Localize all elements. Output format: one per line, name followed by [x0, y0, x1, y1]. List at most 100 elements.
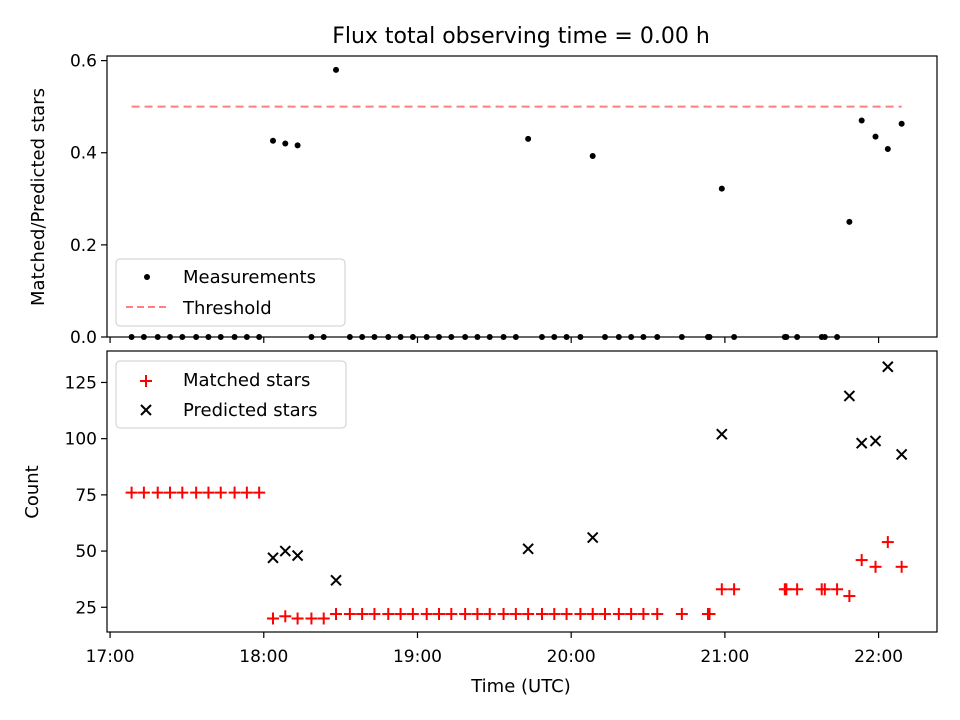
- matched-star-point: [176, 486, 189, 499]
- matched-star-point: [214, 486, 227, 499]
- top-ytick-label: 0.6: [70, 52, 97, 72]
- predicted-star-point: [882, 361, 894, 373]
- matched-star-point: [202, 486, 215, 499]
- predicted-star-point: [330, 574, 342, 587]
- legend-predicted-label: Predicted stars: [183, 400, 317, 421]
- bottom-legend: Matched stars Predicted stars: [115, 360, 347, 429]
- legend-matched-marker: [140, 375, 152, 387]
- bottom-ytick-label: 50: [75, 542, 97, 562]
- measurement-point: [846, 218, 853, 225]
- matched-star-point: [420, 608, 433, 621]
- matched-star-point: [651, 608, 664, 621]
- matched-star-point: [394, 608, 407, 621]
- top-legend: Measurements Threshold: [115, 258, 346, 327]
- predicted-star-point: [267, 552, 279, 564]
- measurement-point: [333, 66, 340, 73]
- legend-measurements-label: Measurements: [183, 267, 316, 288]
- legend-predicted-marker: [140, 404, 152, 416]
- bottom-ylabel: Count: [22, 465, 43, 518]
- measurement-point: [898, 120, 905, 127]
- matched-star-point: [459, 608, 472, 621]
- matched-star-point: [164, 486, 177, 499]
- matched-star-point: [895, 560, 908, 573]
- matched-star-point: [267, 612, 279, 625]
- matched-star-point: [368, 608, 381, 621]
- matched-star-point: [637, 608, 650, 621]
- top-panel: 0.0 0.2 0.4 0.6 Matched/Predicted stars Mea…: [28, 52, 938, 348]
- measurement-point: [525, 135, 532, 142]
- bottom-axes-frame: [106, 350, 938, 633]
- top-ytick-label: 0.0: [70, 328, 97, 348]
- predicted-star-point: [291, 549, 304, 562]
- matched-star-point: [780, 583, 793, 596]
- bottom-xlabel: Time (UTC): [470, 676, 571, 697]
- bottom-xtick-label: 18:00: [239, 647, 288, 667]
- chart-title: Flux total observing time = 0.00 h: [332, 24, 710, 49]
- matched-star-point: [483, 608, 496, 621]
- matched-star-point: [305, 612, 318, 625]
- measurement-point: [858, 117, 865, 124]
- matched-star-point: [560, 608, 573, 621]
- matched-star-point: [831, 583, 844, 596]
- matched-star-point: [406, 608, 419, 621]
- matched-star-point: [535, 608, 548, 621]
- matched-star-point: [625, 608, 638, 621]
- matched-star-point: [356, 608, 369, 621]
- legend-measurements-marker: [144, 274, 150, 280]
- measurement-point: [718, 185, 725, 192]
- matched-star-point: [151, 486, 164, 499]
- bottom-ytick-label: 25: [75, 598, 97, 618]
- matched-star-point: [125, 486, 138, 499]
- top-ytick-label: 0.2: [70, 236, 97, 256]
- legend-matched-label: Matched stars: [183, 370, 310, 391]
- predicted-star-point: [855, 437, 868, 449]
- matched-star-point: [855, 554, 868, 567]
- predicted-star-point: [716, 428, 728, 440]
- measurement-point: [589, 152, 596, 159]
- matched-star-point: [279, 610, 292, 623]
- matched-star-point: [291, 612, 304, 625]
- matched-star-point: [228, 486, 241, 499]
- matched-star-point: [881, 536, 894, 549]
- measurement-point: [294, 142, 301, 149]
- predicted-star-point: [279, 545, 292, 557]
- matched-star-point: [190, 486, 203, 499]
- matched-star-point: [317, 612, 330, 625]
- matched-star-point: [791, 583, 804, 596]
- matched-star-point: [433, 608, 445, 621]
- measurement-point: [884, 146, 891, 153]
- top-ytick-label: 0.4: [70, 144, 97, 164]
- matched-star-point: [612, 608, 625, 621]
- matched-star-point: [586, 608, 599, 621]
- matched-star-point: [382, 608, 395, 621]
- bottom-xtick-label: 21:00: [700, 647, 749, 667]
- matched-star-point: [137, 486, 150, 499]
- bottom-xtick-label: 17:00: [86, 647, 135, 667]
- predicted-star-point: [895, 448, 908, 461]
- bottom-panel: 25 50 75 100 125 17:00 18:00 19:00 20:00 21:00 22…: [22, 350, 938, 697]
- measurement-point: [270, 137, 276, 144]
- bottom-xtick-label: 20:00: [547, 647, 596, 667]
- legend-threshold-label: Threshold: [182, 298, 272, 319]
- matched-star-point: [599, 608, 611, 621]
- matched-star-point: [715, 583, 728, 596]
- matched-star-point: [703, 608, 716, 621]
- matched-star-point: [445, 608, 458, 621]
- matched-star-point: [343, 608, 356, 621]
- top-axes-frame: [106, 55, 938, 338]
- matched-star-point: [818, 583, 831, 596]
- matched-star-point: [240, 486, 253, 499]
- matched-star-point: [675, 608, 688, 621]
- matched-star-point: [574, 608, 587, 621]
- bottom-ytick-label: 125: [65, 373, 97, 393]
- predicted-star-point: [586, 531, 599, 544]
- matched-star-point: [509, 608, 522, 621]
- predicted-star-point: [869, 435, 882, 447]
- matched-star-point: [843, 590, 856, 603]
- matched-star-point: [522, 608, 535, 621]
- matched-star-point: [497, 608, 510, 621]
- matched-star-point: [253, 486, 266, 499]
- matched-star-point: [330, 608, 343, 621]
- predicted-star-point: [843, 390, 856, 402]
